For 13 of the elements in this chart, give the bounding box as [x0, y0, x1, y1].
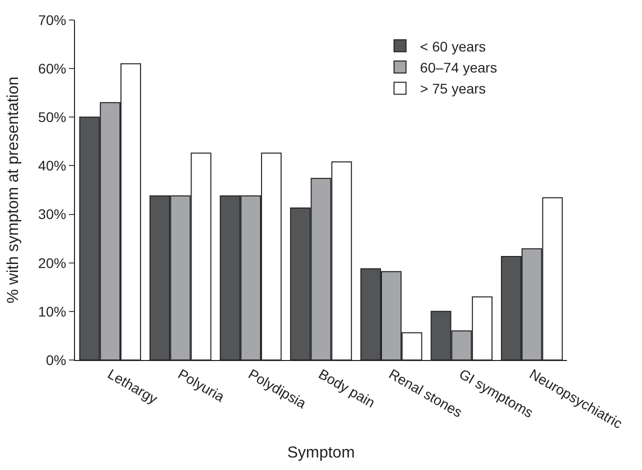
y-axis-title: % with symptom at presentation: [5, 76, 22, 304]
y-tick-label: 50%: [38, 109, 66, 126]
y-tick-label: 0%: [46, 352, 66, 368]
y-tick-label: 20%: [38, 254, 66, 271]
legend-label: < 60 years: [420, 38, 486, 54]
y-tick-label: 60%: [38, 60, 66, 76]
legend-label: > 75 years: [420, 80, 486, 97]
y-tick-label: 10%: [38, 303, 66, 320]
y-tick-label: 70%: [38, 12, 66, 28]
x-axis-title: Symptom: [287, 444, 355, 462]
y-tick-label: 30%: [38, 206, 66, 222]
legend-label: 60–74 years: [420, 59, 498, 76]
y-tick-label: 40%: [38, 158, 66, 174]
